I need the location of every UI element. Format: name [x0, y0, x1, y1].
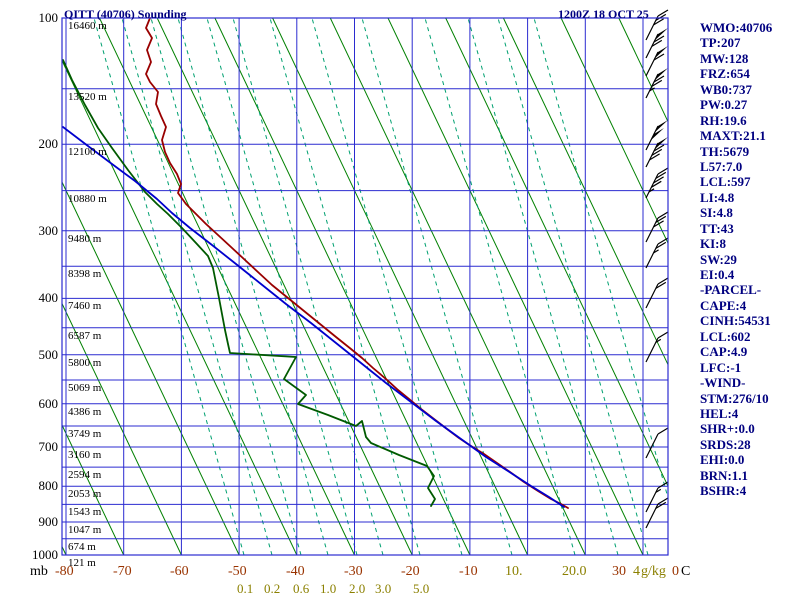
stats-line: BSHR:4: [700, 483, 747, 499]
stats-line: L57:7.0: [700, 158, 743, 174]
stats-line: LCL:597: [700, 174, 751, 190]
stats-line: FRZ:654: [700, 66, 750, 82]
stats-line: WMO:40706: [700, 20, 773, 35]
height-label: 4386 m: [68, 405, 102, 418]
stats-line: LI:4.8: [700, 189, 735, 205]
height-label: 7460 m: [68, 300, 102, 313]
stats-line: EHI:0.0: [700, 452, 745, 468]
bottom-axis-label: 4: [633, 564, 640, 579]
bottom-axis-label: -80: [55, 564, 74, 579]
pressure-tick-label: 600: [38, 395, 59, 411]
pressure-tick-label: 800: [38, 478, 59, 494]
height-label: 12100 m: [68, 146, 107, 159]
stats-line: CAPE:4: [700, 297, 747, 313]
height-label: 5069 m: [68, 382, 102, 395]
stats-line: WB0:737: [700, 81, 752, 97]
mixing-ratio-label: 1.0: [320, 581, 337, 596]
stats-line: -WIND-: [700, 375, 746, 391]
stats-line: MAXT:21.1: [700, 128, 766, 144]
height-label: 3749 m: [68, 427, 102, 440]
stats-line: TH:5679: [700, 143, 750, 159]
stats-line: RH:19.6: [700, 112, 747, 128]
bottom-axis-label: 10.: [505, 564, 523, 579]
height-label: 121 m: [68, 557, 96, 569]
bottom-axis-label: -60: [170, 564, 189, 579]
bottom-axis-label: 30: [612, 564, 626, 579]
stats-line: SI:4.8: [700, 205, 733, 221]
height-label: 1543 m: [68, 506, 102, 519]
height-label: 13520 m: [68, 90, 107, 103]
stats-line: KI:8: [700, 236, 726, 252]
chart-title: QITT (40706) Sounding: [64, 7, 187, 21]
stats-line: TP:207: [700, 35, 741, 51]
height-label: 6587 m: [68, 329, 102, 342]
stats-line: SRDS:28: [700, 436, 751, 452]
stats-line: PW:0.27: [700, 97, 748, 113]
height-label: 16460 m: [68, 20, 107, 32]
mixing-ratio-label: 3.0: [375, 581, 392, 596]
stats-line: TT:43: [700, 220, 734, 236]
pressure-tick-label: 300: [38, 222, 59, 238]
mixing-ratio-label: 0.2: [264, 581, 281, 596]
pressure-tick-label: 500: [38, 346, 59, 362]
height-label: 3160 m: [68, 449, 102, 462]
stats-line: CINH:54531: [700, 313, 771, 329]
bottom-axis-label: -10: [459, 564, 478, 579]
height-label: 1047 m: [68, 523, 102, 536]
pressure-tick-label: 700: [38, 439, 59, 455]
stats-line: HEL:4: [700, 405, 739, 421]
stats-line: -PARCEL-: [700, 282, 762, 298]
bottom-axis-label: C: [681, 564, 691, 579]
mixing-ratio-label: 0.1: [237, 581, 254, 596]
pressure-tick-label: 200: [38, 136, 59, 152]
pressure-tick-label: 100: [38, 10, 59, 25]
height-label: 674 m: [68, 540, 96, 553]
stats-line: LCL:602: [700, 328, 751, 344]
stats-line: CAP:4.9: [700, 344, 748, 360]
bottom-axis-label: mb: [30, 564, 48, 579]
stats-line: EI:0.4: [700, 267, 735, 282]
bottom-axis-label: -50: [228, 564, 247, 579]
mixing-ratio-label: 5.0: [413, 581, 430, 596]
stats-line: STM:276/10: [700, 390, 769, 406]
stats-line: SW:29: [700, 251, 737, 267]
bottom-axis-label: -30: [344, 564, 363, 579]
stats-line: LFC:-1: [700, 359, 742, 375]
pressure-tick-label: 1000: [32, 547, 58, 562]
stats-panel: WMO:40706 TP:207 MW:128 FRZ:654 WB0:737 PW:0.…: [700, 20, 772, 499]
bottom-axis-label: g/kg: [641, 564, 666, 579]
height-label: 8398 m: [68, 268, 102, 281]
bottom-axis-label: 0: [672, 564, 679, 579]
bottom-axis-label: -40: [286, 564, 305, 579]
mixing-ratio-label: 2.0: [349, 581, 366, 596]
bottom-axis-label: -20: [401, 564, 420, 579]
bottom-axis-label: 20.0: [562, 564, 587, 579]
height-label: 2053 m: [68, 488, 102, 501]
height-label: 9480 m: [68, 232, 102, 245]
pressure-tick-label: 400: [38, 290, 59, 306]
pressure-tick-label: 900: [38, 513, 59, 529]
stats-line: BRN:1.1: [700, 467, 749, 483]
stats-line: MW:128: [700, 50, 749, 66]
stats-line: SHR+:0.0: [700, 421, 755, 437]
height-label: 2594 m: [68, 469, 102, 482]
height-label: 10880 m: [68, 192, 107, 205]
height-label: 5800 m: [68, 356, 102, 369]
bottom-axis-label: -70: [113, 564, 132, 579]
mixing-ratio-label: 0.6: [293, 581, 310, 596]
chart-datetime: 1200Z 18 OCT 25: [558, 7, 649, 21]
